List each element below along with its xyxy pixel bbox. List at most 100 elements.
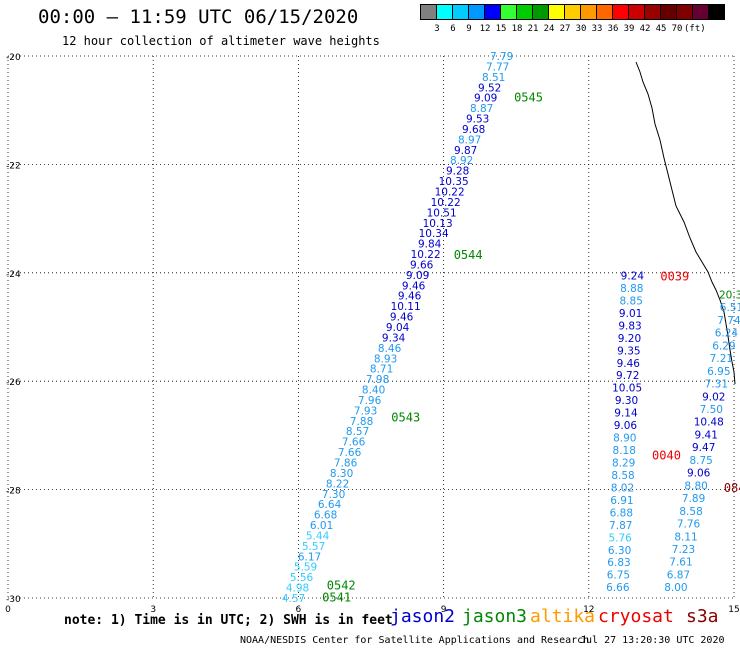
wave-height-value: 6.29 [712, 340, 735, 352]
wave-height-value: 10.34 [419, 228, 449, 240]
wave-height-value: 8.58 [679, 506, 702, 518]
wave-height-value: 7.30 [322, 489, 345, 501]
wave-height-value: 9.87 [454, 145, 477, 157]
pass-time-label: 0040 [652, 448, 681, 462]
wave-height-value: 6.75 [607, 570, 630, 582]
legend-s3a: s3a [686, 606, 719, 627]
wave-height-value: 7.66 [338, 447, 362, 459]
y-tick-label: -24 [6, 270, 21, 280]
wave-height-value: 9.34 [382, 332, 406, 344]
wave-height-value: 8.30 [330, 468, 353, 480]
wave-height-value: 10.22 [411, 249, 441, 261]
color-scale-label: 24 [543, 24, 555, 34]
color-scale-label: 9 [466, 24, 472, 34]
wave-height-value: 5.59 [294, 562, 317, 574]
color-scale-label: 42 [639, 24, 651, 34]
wave-height-value: 7.77 [486, 61, 509, 73]
wave-height-value: 6.95 [707, 366, 730, 378]
wave-height-value: 5.76 [608, 532, 632, 544]
pass-time-label: 0847 [724, 481, 740, 495]
page-title: 00:00 – 11:59 UTC 06/15/2020 [38, 6, 359, 28]
footer-timestamp: Jul 27 13:20:30 UTC 2020 [580, 635, 725, 646]
wave-height-value: 6.83 [607, 557, 630, 569]
wave-height-value: 9.09 [406, 270, 429, 282]
wave-height-value: 9.14 [614, 408, 638, 420]
wave-height-value: 4.98 [286, 583, 309, 595]
wave-height-value: 9.52 [478, 82, 501, 94]
color-scale-label: (ft) [684, 24, 706, 34]
pass-time-label: 0542 [327, 578, 356, 592]
wave-height-value: 10.05 [612, 383, 642, 395]
color-scale-label: 12 [479, 24, 491, 34]
wave-height-value: 4.57 [282, 593, 305, 605]
wave-height-value: 8.58 [611, 470, 634, 482]
footer-note: note: 1) Time is in UTC; 2) SWH is in fe… [64, 613, 393, 628]
wave-height-value: 7.89 [682, 493, 705, 505]
wave-height-value: 6.68 [314, 510, 337, 522]
page-subtitle: 12 hour collection of altimeter wave hei… [62, 34, 380, 48]
wave-height-value: 10.22 [435, 187, 465, 199]
x-tick-label: 0 [5, 605, 11, 615]
color-scale-label: 39 [623, 24, 635, 34]
wave-height-value: 10.48 [694, 417, 724, 429]
wave-height-value: 10.51 [427, 207, 457, 219]
color-scale-label: 15 [495, 24, 507, 34]
wave-height-value: 8.80 [684, 480, 707, 492]
wave-height-value: 7.87 [609, 520, 632, 532]
color-scale-label: 70 [671, 24, 683, 34]
wave-height-value: 7.88 [350, 416, 373, 428]
legend-jason3: jason3 [462, 606, 528, 627]
wave-height-value: 7.66 [342, 437, 366, 449]
wave-height-value: 6.64 [318, 499, 342, 511]
pass-time-label: 0039 [660, 270, 689, 284]
color-scale-label: 36 [607, 24, 619, 34]
wave-height-value: 6.17 [298, 551, 321, 563]
wave-height-value: 9.83 [618, 320, 641, 332]
wave-height-value: 9.35 [617, 345, 640, 357]
x-tick-label: 15 [728, 605, 739, 615]
wave-height-value: 9.41 [695, 429, 718, 441]
wave-height-value: 9.46 [398, 291, 422, 303]
pass-time-label: 0544 [454, 248, 483, 262]
wave-height-value: 8.92 [450, 155, 473, 167]
wave-height-value: 9.30 [615, 395, 638, 407]
wave-height-value: 8.87 [470, 103, 493, 115]
wave-height-value: 9.01 [619, 308, 642, 320]
wave-height-value: 9.06 [687, 468, 711, 480]
wave-height-value: 8.57 [346, 426, 369, 438]
wave-height-value: 7.23 [672, 544, 695, 556]
wave-height-value: 5.56 [290, 572, 314, 584]
wave-height-value: 8.22 [326, 478, 349, 490]
wave-height-value: 8.97 [458, 134, 481, 146]
wave-height-value: 20.36 [719, 289, 740, 301]
wave-height-value: 9.28 [446, 166, 469, 178]
x-tick-label: 9 [441, 605, 447, 615]
wave-height-value: 9.04 [386, 322, 410, 334]
wave-height-value: 6.30 [608, 545, 631, 557]
wave-height-value: 9.20 [618, 333, 641, 345]
pass-time-label: 0541 [322, 590, 351, 604]
color-scale-label: 33 [591, 24, 603, 34]
pass-time-label: 0545 [514, 91, 543, 105]
wave-height-value: 8.93 [374, 353, 397, 365]
legend-cryosat: cryosat [598, 606, 674, 627]
color-scale-label: 18 [511, 24, 523, 34]
wave-height-value: 7.93 [354, 405, 377, 417]
y-tick-label: -30 [6, 595, 21, 605]
wave-height-value: 9.24 [621, 271, 645, 283]
wave-height-value: 9.53 [466, 114, 489, 126]
color-scale-label: 3 [434, 24, 440, 34]
wave-height-value: 9.06 [614, 420, 638, 432]
color-scale-label: 27 [559, 24, 571, 34]
y-tick-label: -22 [6, 161, 21, 171]
wave-height-value: 5.44 [306, 530, 330, 542]
color-scale-label: 21 [527, 24, 539, 34]
wave-height-value: 10.35 [439, 176, 469, 188]
color-scale-label: 6 [450, 24, 456, 34]
wave-height-value: 9.47 [692, 442, 715, 454]
x-tick-label: 3 [150, 605, 156, 615]
wave-height-value: 7.86 [334, 458, 358, 470]
coastline [635, 61, 736, 385]
wave-height-value: 6.51 [720, 302, 740, 314]
wave-height-value: 7.61 [669, 557, 692, 569]
